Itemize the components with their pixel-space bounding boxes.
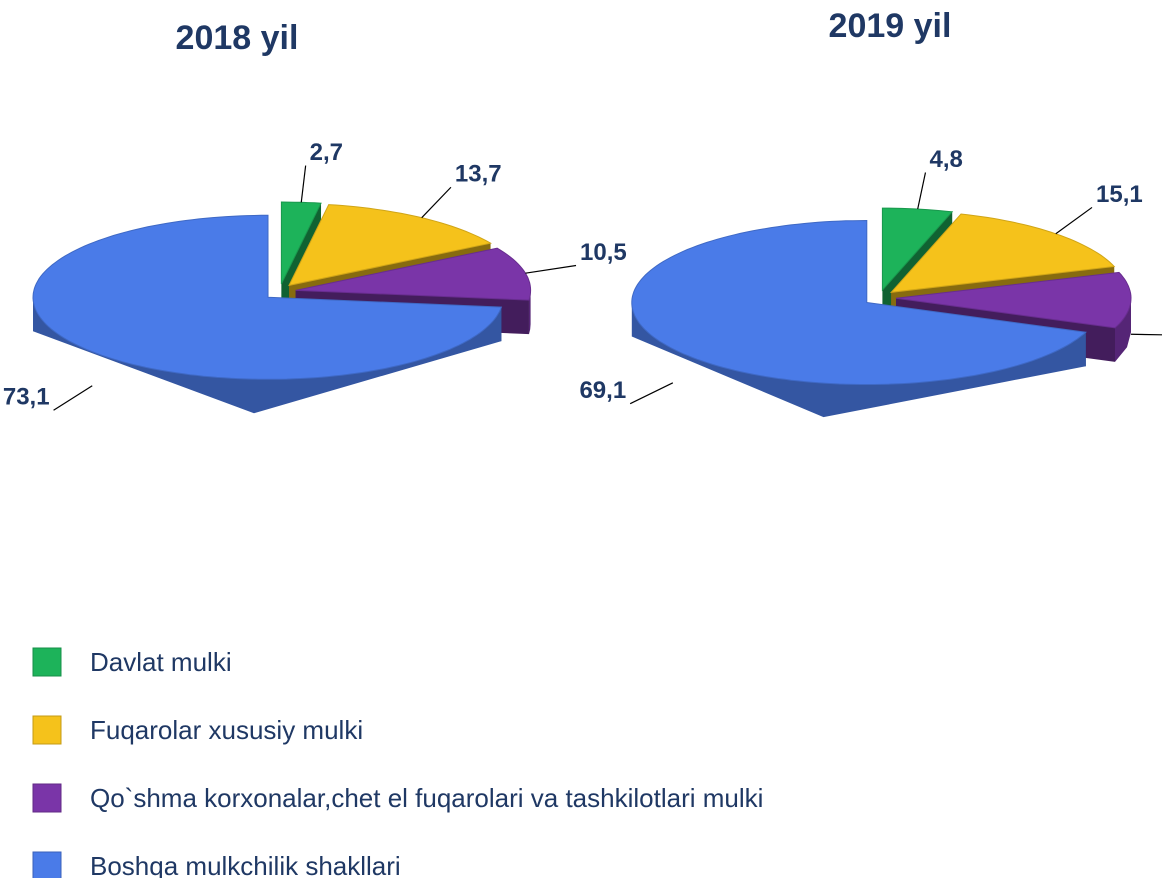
slice: [895, 271, 1132, 329]
slice-side: [631, 302, 1086, 418]
value-label: 15,1: [1096, 181, 1143, 208]
leader-line: [629, 382, 674, 405]
slice: [881, 207, 954, 292]
value-label: 69,1: [579, 377, 626, 404]
legend-swatch: [32, 647, 62, 677]
legend-label: Fuqarolar xususiy mulki: [90, 715, 363, 745]
leader-line: [1055, 206, 1093, 235]
legend-label: Davlat mulki: [90, 647, 232, 677]
value-label: 2,7: [310, 139, 343, 166]
leader-line: [53, 385, 93, 411]
slice-side: [33, 297, 502, 414]
value-label: 10,5: [580, 239, 627, 266]
legend-label: Qo`shma korxonalar,chet el fuqarolari va…: [90, 783, 763, 813]
legend-swatch: [32, 783, 62, 813]
value-label: 73,1: [3, 384, 50, 411]
slice: [889, 213, 1116, 293]
leader-line: [1130, 333, 1162, 336]
leader-line: [917, 172, 927, 210]
slice: [32, 214, 503, 380]
value-label: 13,7: [455, 161, 502, 188]
slice: [631, 219, 1087, 385]
chart-title: 2019 yil: [829, 7, 952, 45]
legend-swatch: [32, 851, 62, 878]
leader-line: [300, 165, 307, 203]
leader-line: [525, 264, 577, 274]
slice: [288, 204, 492, 287]
value-label: 4,8: [929, 146, 962, 173]
chart-title: 2018 yil: [176, 19, 299, 57]
legend-swatch: [32, 715, 62, 745]
legend-label: Boshqa mulkchilik shakllari: [90, 851, 401, 878]
leader-line: [421, 186, 452, 219]
slice-side: [529, 290, 531, 335]
